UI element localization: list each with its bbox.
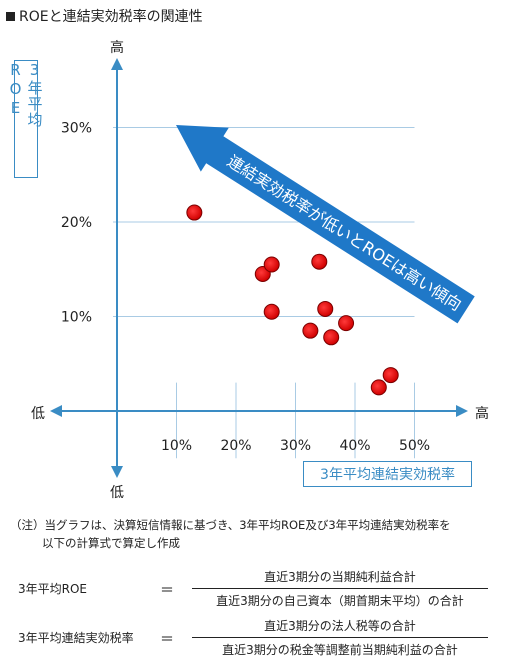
y-tick-label: 10% [61,310,92,326]
formula-roe: 3年平均ROE ＝ 直近3期分の当期純利益合計 直近3期分の自己資本（期首期末平… [10,568,500,608]
y-axis-title: 3年平均ROE [7,60,44,178]
x-tick-label: 10% [161,438,192,454]
data-point [317,300,334,317]
title-square-icon [6,11,15,21]
data-point [186,204,203,221]
x-tick-label: 50% [399,438,430,454]
y-axis-arrowhead-up [111,58,123,70]
trend-arrow-body [176,125,475,324]
trend-arrow-shape: 連結実効税率が低いとROEは高い傾向 [176,125,475,324]
x-tick-label: 30% [280,438,311,454]
y-axis-arrowhead-down [111,466,123,478]
scatter-chart: 連結実効税率が低いとROEは高い傾向 10% 20% 30% 40% 50% 10% 20%… [31,39,489,501]
formula-equals: ＝ [160,632,174,648]
gridlines [113,127,415,459]
formula-numerator: 直近3期分の当期純利益合計 [264,570,416,584]
x-axis-low-label: 低 [31,406,45,422]
x-tick-label: 40% [339,438,370,454]
data-point [323,329,340,346]
y-axis-high-label: 高 [110,39,124,56]
formula-denominator: 直近3期分の税金等調整前当期純利益の合計 [222,643,458,657]
footnote-line-2: 以下の計算式で算定し作成 [42,536,180,550]
trend-annotation: 連結実効税率が低いとROEは高い傾向 [224,151,465,314]
x-axis-high-label: 高 [475,405,489,422]
title-text: ROEと連結実効税率の関連性 [19,9,203,25]
data-points [186,204,399,396]
data-point [382,367,399,384]
footnote: （注）当グラフは、決算短信情報に基づき、3年平均ROE及び3年平均連結実効税率を… [10,516,451,552]
formula-tax-rate: 3年平均連結実効税率 ＝ 直近3期分の法人税等の合計 直近3期分の税金等調整前当… [10,617,500,657]
tick-labels: 10% 20% 30% 40% 50% 10% 20% 30% [61,121,430,455]
formula-numerator: 直近3期分の法人税等の合計 [264,619,416,633]
data-point [302,322,319,339]
formula-lhs: 3年平均連結実効税率 [18,631,134,645]
data-point [311,253,328,270]
data-point [338,315,355,332]
fraction-bar [192,588,488,589]
data-point [263,303,280,320]
fraction-bar [192,637,488,638]
x-tick-label: 20% [220,438,251,454]
x-axis-arrowhead-left [50,405,62,417]
formula-lhs: 3年平均ROE [18,582,88,596]
formula-equals: ＝ [160,583,174,599]
page-title: ROEと連結実効税率の関連性 [6,6,203,26]
y-axis-low-label: 低 [110,485,124,501]
x-axis-title: 3年平均連結実効税率 [303,461,472,487]
y-tick-label: 30% [61,121,92,137]
x-axis-arrowhead-right [456,405,468,417]
axes [50,58,468,478]
y-tick-label: 20% [61,215,92,231]
formula-denominator: 直近3期分の自己資本（期首期末平均）の合計 [216,594,464,608]
footnote-line-1: （注）当グラフは、決算短信情報に基づき、3年平均ROE及び3年平均連結実効税率を [10,518,451,532]
data-point [263,256,280,273]
trend-arrow: 連結実効税率が低いとROEは高い傾向 [176,125,475,324]
data-point [370,379,387,396]
